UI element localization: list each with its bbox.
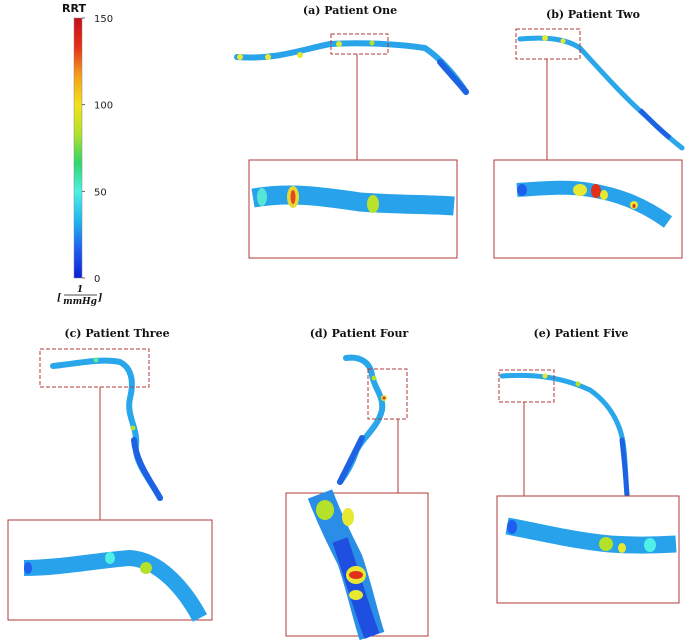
vessel-b-lowshear — [638, 108, 672, 140]
colorbar-unit-bracket-left: [ — [57, 293, 62, 303]
colorbar-unit-denominator: mmHg — [63, 297, 97, 307]
zoom-vessel-a — [251, 185, 455, 216]
zoom-hotspot-b-3 — [600, 190, 608, 200]
vessel-e — [499, 372, 630, 498]
zoom-box-a — [330, 33, 389, 55]
colorbar-title: RRT — [62, 2, 86, 15]
zoom-hotspot-e-3 — [644, 538, 656, 552]
zoom-hotspot-b-1 — [573, 184, 587, 196]
zoom-box-b — [515, 28, 581, 60]
colorbar: RRT 0 50 100 150 [ 1 mmHg ] — [57, 2, 113, 307]
zoom-hotspot-c-2 — [105, 552, 115, 564]
zoom-hotspot-e-1 — [599, 537, 613, 551]
vessel-c — [50, 357, 163, 501]
zoom-hotspot-d-5 — [349, 590, 363, 600]
hotspot-a-2 — [265, 54, 271, 60]
panel-patient-two: (b) Patient Two — [493, 8, 685, 259]
zoom-hotspot-a-3 — [257, 188, 267, 206]
zoom-box-c — [39, 348, 150, 388]
zoom-hotspot-e-4 — [507, 520, 517, 534]
hotspot-d-3 — [371, 375, 377, 381]
panel-title-d: (d) Patient Four — [310, 327, 409, 340]
hotspot-a-4 — [336, 41, 342, 47]
hotspot-c-2 — [130, 425, 136, 431]
vessel-c-lowshear — [131, 437, 163, 501]
vessel-b — [517, 35, 685, 151]
zoom-hotspot-d-1 — [316, 500, 334, 520]
hotspot-a-5 — [369, 40, 375, 46]
colorbar-tick-label: 50 — [94, 187, 107, 198]
hotspot-d-2 — [382, 396, 386, 400]
zoom-vessel-c — [23, 549, 208, 622]
hotspot-b-1 — [542, 35, 548, 41]
zoom-hotspot-d-2 — [342, 508, 354, 526]
zoom-hotspot-b-6 — [517, 184, 527, 196]
panel-title-e: (e) Patient Five — [534, 327, 629, 340]
zoom-vessel-b — [516, 180, 673, 228]
hotspot-e-2 — [575, 381, 581, 387]
colorbar-unit-bracket-right: ] — [97, 293, 102, 303]
hotspot-a-1 — [237, 54, 243, 60]
panel-title-b: (b) Patient Two — [546, 8, 640, 21]
vessel-a-lowshear — [437, 59, 469, 95]
zoom-hotspot-a-2 — [290, 190, 296, 204]
vessel-a — [234, 40, 469, 95]
panel-patient-three: (c) Patient Three — [7, 327, 213, 622]
zoom-box-e — [498, 369, 555, 403]
hotspot-a-3 — [297, 52, 303, 58]
colorbar-ticks: 0 50 100 150 — [82, 14, 113, 285]
hotspot-c-1 — [93, 357, 99, 363]
hotspot-e-1 — [542, 373, 548, 379]
colorbar-tick-label: 100 — [94, 101, 113, 112]
colorbar-unit-numerator: 1 — [77, 285, 83, 295]
zoom-hotspot-b-5 — [632, 204, 636, 208]
panel-patient-one: (a) Patient One — [234, 4, 469, 259]
hotspot-b-2 — [560, 38, 566, 44]
colorbar-gradient — [73, 17, 83, 279]
vessel-e-lowshear — [619, 437, 630, 498]
panel-title-c: (c) Patient Three — [64, 327, 169, 340]
colorbar-unit: [ 1 mmHg ] — [57, 285, 102, 307]
zoom-hotspot-c-3 — [24, 562, 32, 574]
vessel-d-lowshear — [337, 435, 365, 485]
zoom-box-d — [367, 368, 408, 420]
panel-patient-four: (d) Patient Four — [285, 327, 429, 641]
zoom-hotspot-a-4 — [367, 195, 379, 213]
zoom-hotspot-c-1 — [140, 562, 152, 574]
zoom-hotspot-d-4 — [349, 571, 363, 579]
zoom-hotspot-e-2 — [618, 543, 626, 553]
colorbar-tick-label: 0 — [94, 274, 100, 285]
colorbar-tick-label: 150 — [94, 14, 113, 25]
panel-title-a: (a) Patient One — [303, 4, 397, 17]
panel-patient-five: (e) Patient Five — [496, 327, 680, 604]
zoom-hotspot-b-2 — [591, 184, 601, 198]
